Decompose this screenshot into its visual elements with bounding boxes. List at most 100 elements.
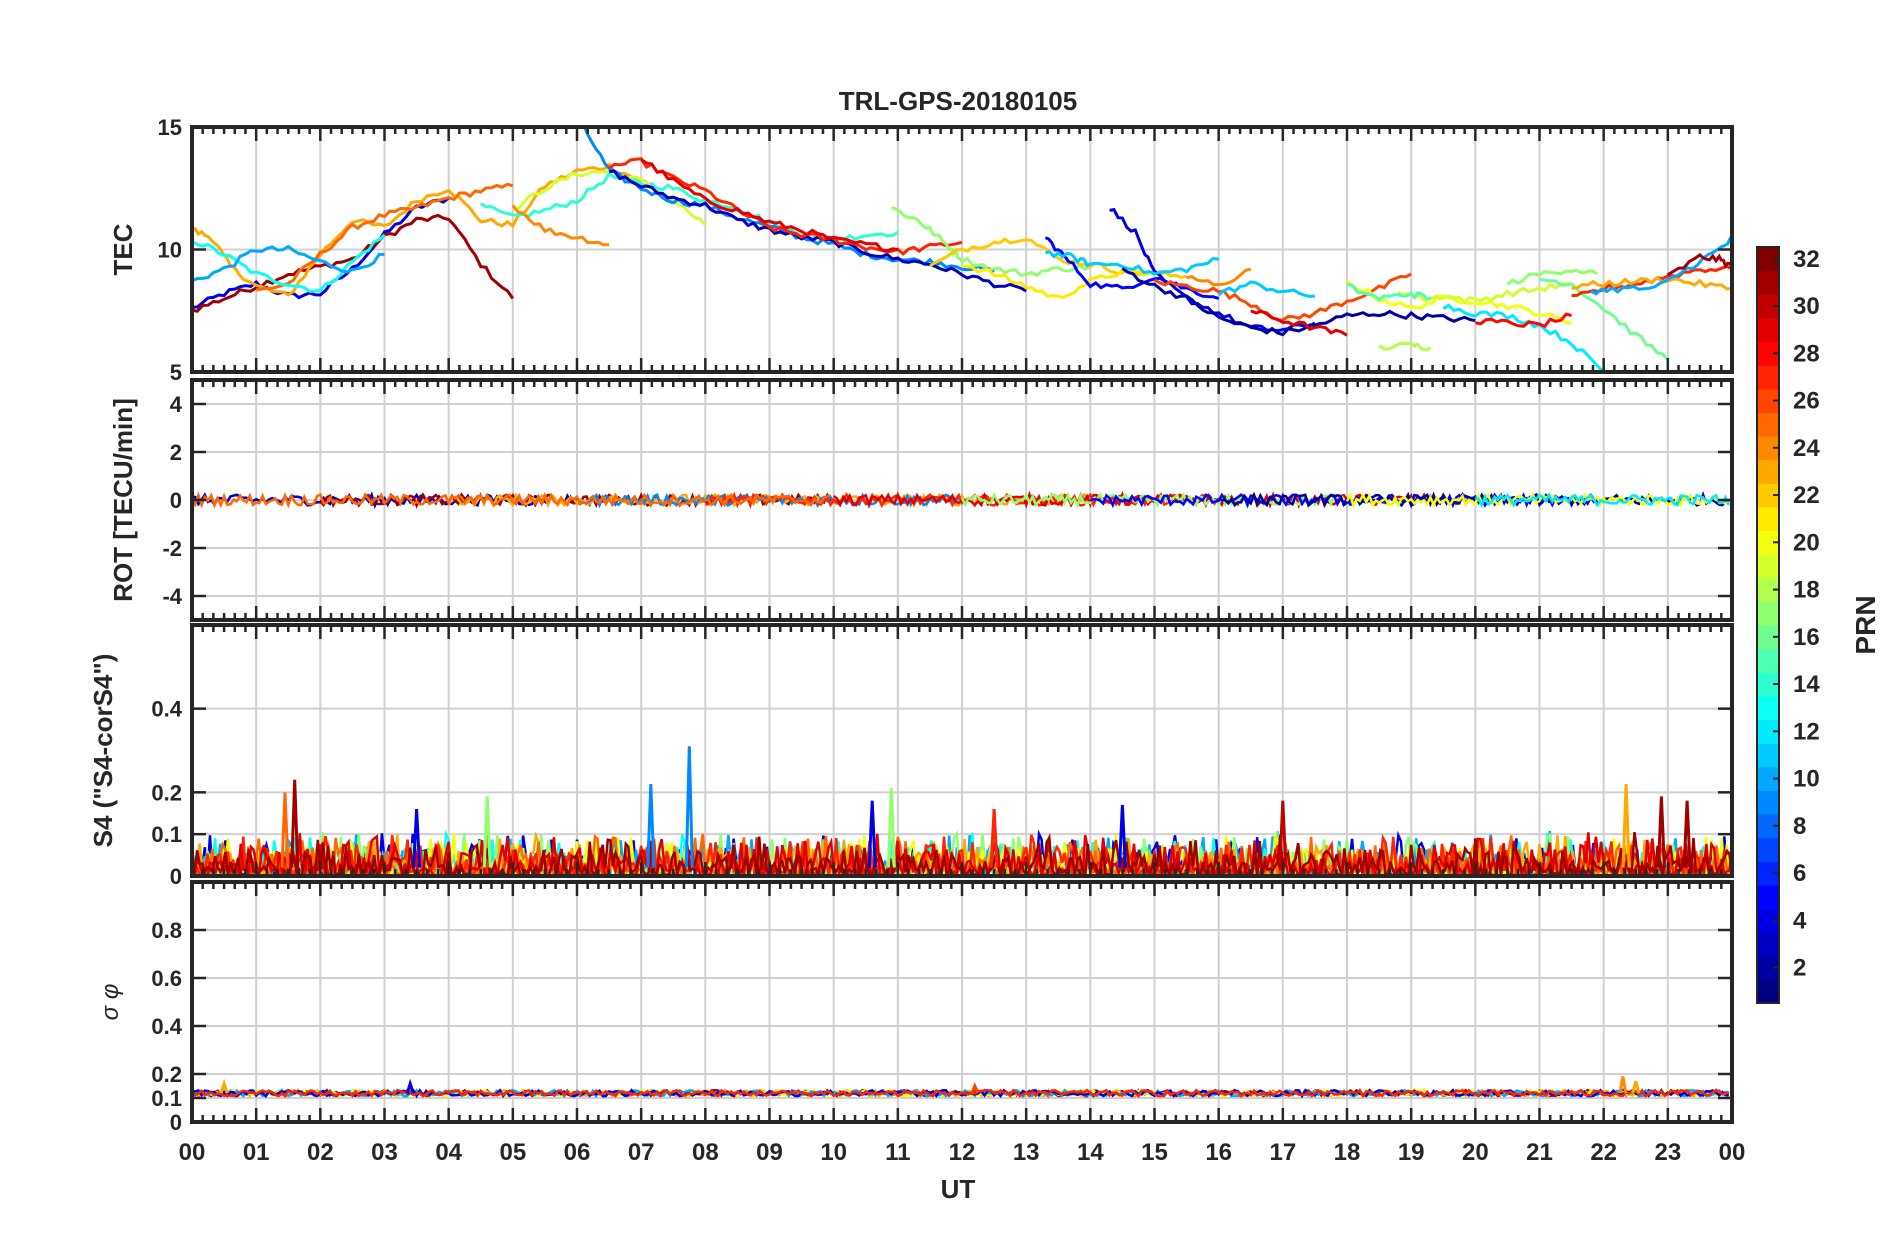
x-tick-label: 01 bbox=[243, 1139, 270, 1166]
y-axis-label: TEC bbox=[108, 223, 138, 275]
colorbar-tick-label: 20 bbox=[1793, 529, 1820, 556]
colorbar-segment bbox=[1757, 247, 1779, 272]
x-tick-label: 19 bbox=[1398, 1139, 1425, 1166]
tec-series bbox=[1109, 207, 1316, 333]
y-tick-label: 0.4 bbox=[151, 1014, 182, 1039]
tec-series bbox=[1667, 252, 1732, 276]
y-tick-label: 0 bbox=[170, 488, 182, 513]
s4-spike bbox=[482, 796, 492, 868]
colorbar-tick-label: 28 bbox=[1793, 340, 1820, 367]
colorbar-segment bbox=[1757, 837, 1779, 862]
x-tick-label: 22 bbox=[1590, 1139, 1617, 1166]
y-tick-label: 0.6 bbox=[151, 966, 182, 991]
data-layer bbox=[192, 1076, 1730, 1099]
y-tick-label: 0.4 bbox=[151, 697, 182, 722]
colorbar-segment bbox=[1757, 341, 1779, 366]
tec-series bbox=[1475, 312, 1572, 329]
panel-S4: 0 0.1 0.2 0.4 S4 ("S4-corS4") bbox=[88, 623, 1734, 889]
s4-spike bbox=[684, 746, 694, 868]
x-tick-label: 05 bbox=[499, 1139, 526, 1166]
s4-spike bbox=[1621, 783, 1631, 868]
sigma-spike bbox=[970, 1082, 980, 1094]
colorbar-tick-label: 30 bbox=[1793, 293, 1820, 320]
rot-series bbox=[1474, 491, 1730, 509]
s4-spike bbox=[1117, 804, 1127, 868]
x-tick-labels: 00 01 02 03 04 05 06 07 08 09 10 11 12 13 14 15 16 17 18 19… bbox=[179, 1139, 1746, 1166]
y-tick-label: 0.1 bbox=[151, 822, 182, 847]
x-tick-label: 23 bbox=[1654, 1139, 1681, 1166]
x-tick-label: 08 bbox=[692, 1139, 719, 1166]
x-tick-label: 09 bbox=[756, 1139, 783, 1166]
x-tick-label: 14 bbox=[1077, 1139, 1104, 1166]
colorbar-segment bbox=[1757, 695, 1779, 721]
x-tick-label: 07 bbox=[628, 1139, 655, 1166]
s4-spike bbox=[867, 800, 877, 868]
figure-title: TRL-GPS-20180105 bbox=[839, 86, 1077, 116]
grid bbox=[192, 882, 1732, 1123]
colorbar-tick-label: 22 bbox=[1793, 482, 1820, 509]
tec-series bbox=[511, 204, 610, 247]
s4-spike bbox=[280, 792, 290, 868]
colorbar-segment bbox=[1757, 979, 1779, 1004]
tec-series bbox=[1506, 268, 1599, 286]
tec-series bbox=[1442, 303, 1605, 372]
colorbar-segment bbox=[1757, 270, 1779, 295]
panel-sigma_phi: 00.10.2 0.4 0.6 0.8 σ φ bbox=[97, 880, 1734, 1135]
y-tick-label: -4 bbox=[162, 584, 182, 609]
y-axis-label: S4 ("S4-corS4") bbox=[88, 654, 118, 848]
tec-series bbox=[1045, 250, 1219, 276]
x-tick-label: 03 bbox=[371, 1139, 398, 1166]
colorbar-segment bbox=[1757, 365, 1779, 390]
colorbar-segment bbox=[1757, 577, 1779, 602]
tec-series bbox=[192, 213, 515, 313]
colorbar-segment bbox=[1757, 861, 1779, 886]
tec-series bbox=[1571, 275, 1732, 291]
x-axis-label: UT bbox=[941, 1174, 976, 1204]
y-tick-label: 0.8 bbox=[151, 918, 182, 943]
tec-series bbox=[1539, 277, 1669, 361]
colorbar-segment bbox=[1757, 459, 1779, 484]
tec-series bbox=[192, 162, 642, 297]
data-layer bbox=[192, 490, 1730, 510]
colorbar-segment bbox=[1757, 790, 1779, 815]
x-tick-label: 17 bbox=[1269, 1139, 1296, 1166]
x-tick-label: 21 bbox=[1526, 1139, 1553, 1166]
colorbar-segment bbox=[1757, 483, 1779, 508]
x-tick-label: 12 bbox=[949, 1139, 976, 1166]
tec-series bbox=[608, 157, 963, 256]
colorbar-tick-label: 6 bbox=[1793, 860, 1806, 887]
tec-series bbox=[640, 158, 898, 253]
colorbar-segment bbox=[1757, 743, 1779, 768]
tec-series bbox=[192, 233, 386, 293]
colorbar-tick-label: 12 bbox=[1793, 718, 1820, 745]
colorbar-segment bbox=[1757, 554, 1779, 579]
tec-series bbox=[1346, 282, 1431, 302]
s4-spike bbox=[1682, 800, 1692, 868]
tec-series bbox=[1378, 341, 1432, 352]
colorbar-segment bbox=[1757, 294, 1779, 319]
colorbar-segment bbox=[1757, 955, 1779, 980]
tec-series bbox=[1345, 279, 1572, 325]
colorbar-segment bbox=[1757, 766, 1779, 791]
colorbar-segment bbox=[1757, 412, 1779, 437]
colorbar-tick-label: 10 bbox=[1793, 766, 1820, 793]
s4-spike bbox=[646, 783, 656, 868]
sigma-series bbox=[192, 1088, 1730, 1099]
tec-series bbox=[1121, 267, 1476, 337]
x-tick-label: 04 bbox=[435, 1139, 462, 1166]
x-tick-label: 18 bbox=[1334, 1139, 1361, 1166]
colorbar-segment bbox=[1757, 814, 1779, 839]
sigma-spike bbox=[1618, 1076, 1628, 1094]
tec-series bbox=[1217, 280, 1315, 298]
s4-spike bbox=[290, 779, 300, 868]
colorbar-segment bbox=[1757, 317, 1779, 343]
s4-spike bbox=[412, 809, 422, 868]
y-tick-label: 10 bbox=[158, 238, 182, 263]
colorbar-tick-label: 16 bbox=[1793, 624, 1820, 651]
colorbar-segment bbox=[1757, 601, 1779, 626]
colorbar-segment bbox=[1757, 648, 1779, 673]
colorbar-segment bbox=[1757, 719, 1779, 744]
x-tick-label: 10 bbox=[820, 1139, 847, 1166]
